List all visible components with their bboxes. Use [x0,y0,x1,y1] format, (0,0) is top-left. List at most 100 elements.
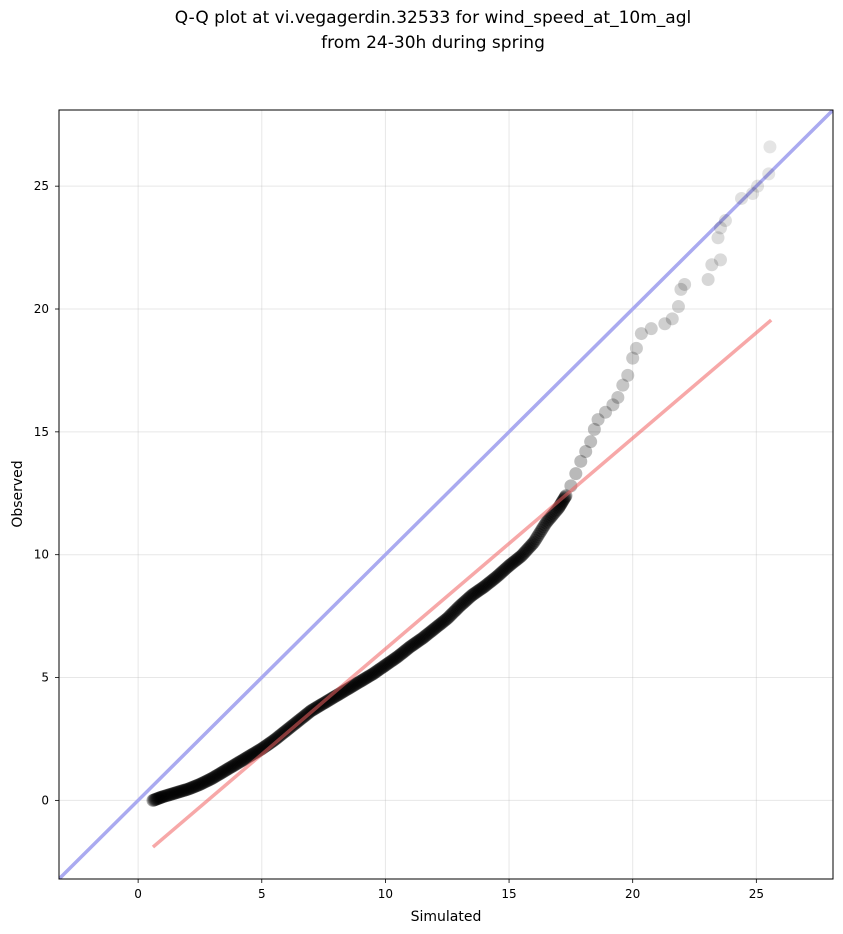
x-tick-label: 10 [378,887,393,901]
qq-tail-point [713,221,727,235]
qq-point [280,723,294,737]
qq-point [407,637,421,651]
qq-point [538,518,552,532]
qq-point [208,770,222,784]
chart-title-line-2: from 24-30h during spring [321,33,545,53]
x-tick-label: 25 [749,887,764,901]
qq-point [355,673,369,687]
qq-point [507,555,521,569]
qq-point [271,730,285,744]
qq-point [362,669,376,683]
qq-point [484,575,498,589]
qq-point [438,614,452,628]
qq-point [506,556,520,570]
qq-point [556,494,570,508]
qq-point [521,542,535,556]
qq-point [544,510,558,524]
qq-tail-point [574,454,588,468]
qq-tail-point [611,390,625,404]
qq-point [514,549,528,563]
qq-point [351,676,365,690]
qq-point [378,658,392,672]
qq-tail-point [762,167,776,181]
qq-point [435,616,449,630]
qq-point [153,791,167,805]
qq-point [226,759,240,773]
qq-tail-point [591,413,605,427]
qq-point [413,633,427,647]
qq-point [376,660,390,674]
qq-point [231,756,245,770]
qq-point [356,673,370,687]
reference-lines [59,110,833,879]
grid [59,110,833,879]
qq-point [344,680,358,694]
qq-tail-point [569,467,583,481]
y-tick-label: 10 [34,548,49,562]
qq-point [349,677,363,691]
qq-point [418,629,432,643]
qq-point [476,580,490,594]
qq-point [414,632,428,646]
qq-point [233,755,247,769]
qq-point [150,792,164,806]
qq-point [422,626,436,640]
qq-point [219,763,233,777]
qq-point [234,754,248,768]
qq-point [230,757,244,771]
qq-point [487,572,501,586]
qq-point [267,733,281,747]
qq-point [433,617,447,631]
qq-point [195,776,209,790]
qq-point [491,569,505,583]
qq-point [398,644,412,658]
qq-point [533,526,547,540]
qq-point [380,657,394,671]
qq-point [202,773,216,787]
qq-tail-point [621,368,635,382]
qq-point [352,675,366,689]
qq-point [430,619,444,633]
qq-point [444,608,458,622]
qq-point [197,776,211,790]
qq-tail-point [713,253,727,267]
qq-point [412,634,426,648]
qq-point [324,692,338,706]
qq-point [396,646,410,660]
qq-point [486,573,500,587]
qq-point [509,553,523,567]
qq-point [409,636,423,650]
qq-point [192,778,206,792]
qq-point [371,663,385,677]
qq-point [526,537,540,551]
qq-point [228,758,242,772]
qq-point [225,759,239,773]
qq-point [437,615,451,629]
qq-point [420,627,434,641]
qq-point [386,653,400,667]
qq-point [237,752,251,766]
qq-point [367,666,381,680]
qq-point [171,785,185,799]
qq-point [508,554,522,568]
qq-point [207,771,221,785]
qq-point [181,782,195,796]
qq-point [382,656,396,670]
axis-ticks: 0 5 10 15 20 25 0 5 10 15 20 25 [34,179,764,901]
qq-point [477,580,491,594]
qq-point [366,667,380,681]
qq-point [501,560,515,574]
qq-point [480,578,494,592]
qq-tail-point [629,341,643,355]
qq-point [529,531,543,545]
qq-tail-point [579,445,593,459]
qq-point [471,584,485,598]
x-tick-label: 15 [501,887,516,901]
qq-point [518,545,532,559]
qq-point [522,541,536,555]
qq-point [221,762,235,776]
qq-point [488,571,502,585]
x-tick-label: 5 [258,887,266,901]
qq-point [453,599,467,613]
